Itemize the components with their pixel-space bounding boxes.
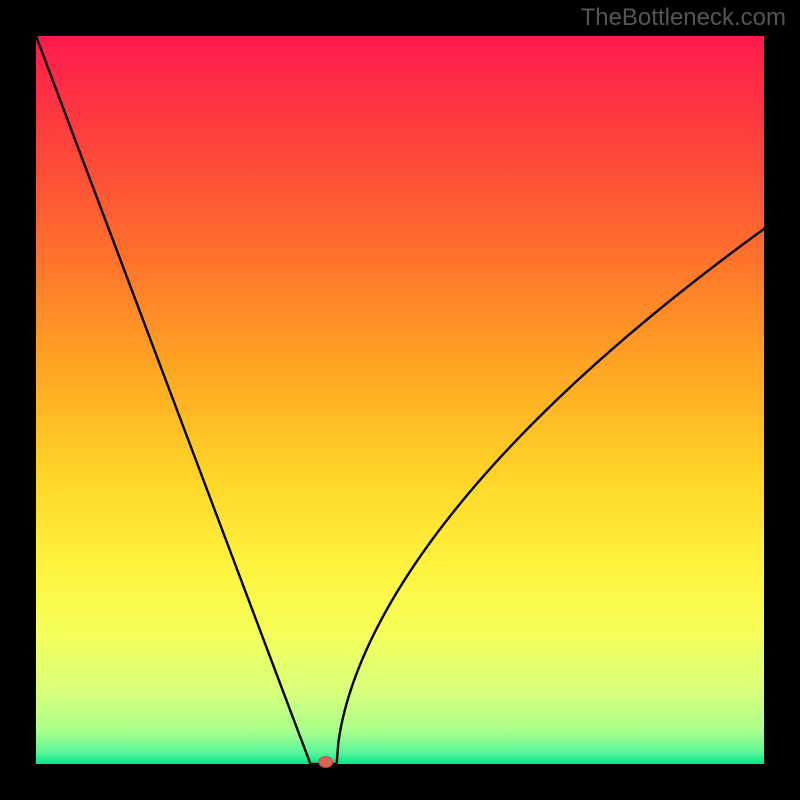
bottleneck-chart bbox=[0, 0, 800, 800]
plot-background bbox=[36, 36, 764, 764]
notch-marker bbox=[319, 757, 333, 768]
